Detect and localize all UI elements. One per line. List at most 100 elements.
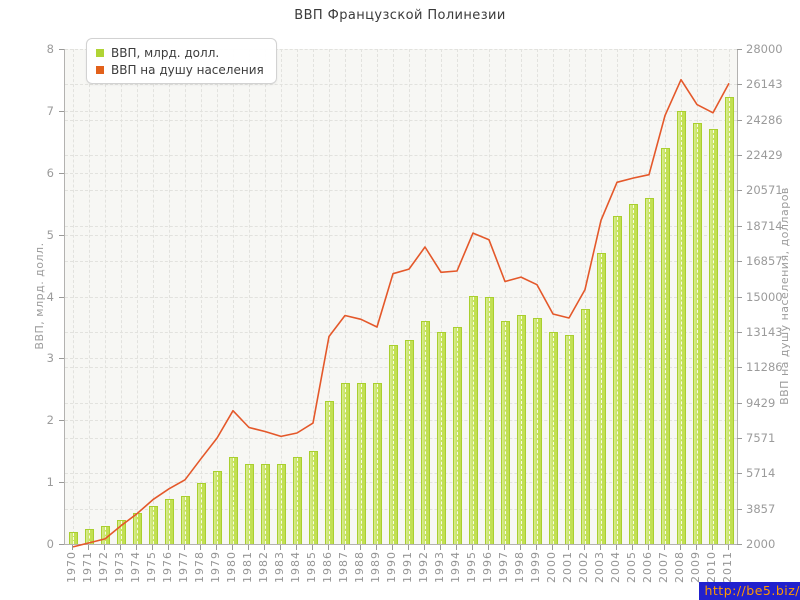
x-axis-tick-label: 1994 (449, 551, 462, 583)
bar-center-stripe (408, 340, 410, 544)
x-axis-tick-label: 2010 (705, 551, 718, 583)
v-gridline (185, 49, 186, 544)
bar (612, 216, 622, 544)
y-axis-right-tick-label: 9429 (746, 395, 776, 410)
bar (564, 334, 574, 544)
bar-center-stripe (536, 318, 538, 544)
x-axis-tick-label: 1971 (81, 551, 94, 583)
y-axis-right-tick-mark (737, 84, 742, 86)
v-gridline (409, 49, 410, 544)
watermark-link[interactable]: http://be5.biz/ (699, 582, 800, 600)
v-gridline (89, 49, 90, 544)
v-gridline (281, 49, 282, 544)
h-gridline (65, 482, 737, 484)
bar (116, 519, 126, 544)
bar-center-stripe (552, 333, 554, 544)
bar-center-stripe (184, 497, 186, 544)
v-gridline (313, 49, 314, 544)
x-axis-tick-mark (264, 545, 265, 550)
bar-center-stripe (168, 500, 170, 544)
bar (660, 148, 670, 544)
v-gridline (105, 49, 106, 544)
y-axis-left-tick-mark (59, 358, 64, 360)
x-axis-tick-label: 1996 (481, 551, 494, 583)
x-axis-tick-mark (376, 545, 377, 550)
y-axis-right-tick-mark (737, 402, 742, 404)
v-gridline (553, 49, 554, 544)
bar (148, 505, 158, 544)
y-axis-right-tick-mark (737, 437, 742, 439)
y-axis-left-tick-mark (59, 482, 64, 484)
x-axis-tick-mark (520, 545, 521, 550)
bar-center-stripe (88, 529, 90, 544)
bar-center-stripe (216, 471, 218, 544)
v-gridline (121, 49, 122, 544)
y-axis-left-tick-label: 3 (46, 351, 54, 366)
y-axis-right-tick-label: 11286 (746, 360, 783, 375)
bar-center-stripe (136, 514, 138, 544)
bar-center-stripe (728, 98, 730, 544)
bar-center-stripe (696, 123, 698, 544)
legend-label: ВВП, млрд. долл. (111, 45, 220, 60)
v-gridline (201, 49, 202, 544)
bar (180, 496, 190, 544)
bar-center-stripe (456, 327, 458, 544)
x-axis-tick-mark (616, 545, 617, 550)
v-gridline (537, 49, 538, 544)
h-gridline (65, 261, 737, 263)
x-axis-tick-label: 1995 (465, 551, 478, 583)
bar-center-stripe (680, 111, 682, 544)
x-axis-tick-label: 1978 (193, 551, 206, 583)
y-axis-right-tick-mark (737, 473, 742, 475)
x-axis-tick-mark (248, 545, 249, 550)
bar-center-stripe (648, 199, 650, 544)
bar (708, 128, 718, 544)
bar-center-stripe (504, 322, 506, 544)
x-axis-tick-mark (88, 545, 89, 550)
v-gridline (377, 49, 378, 544)
h-gridline (65, 508, 737, 510)
x-axis-tick-label: 1975 (145, 551, 158, 583)
y-axis-left-tick-mark (59, 544, 64, 545)
x-axis-tick-label: 2004 (609, 551, 622, 583)
y-axis-right-tick-label: 22429 (746, 148, 783, 163)
v-gridline (233, 49, 234, 544)
y-axis-left-tick-label: 0 (46, 537, 54, 551)
bar (484, 296, 494, 544)
bar (516, 315, 526, 544)
v-gridline (153, 49, 154, 544)
y-axis-right-tick-mark (737, 190, 742, 192)
y-axis-right-tick-label: 5714 (746, 466, 776, 481)
bar (500, 321, 510, 544)
bar-center-stripe (440, 333, 442, 544)
x-axis-tick-mark (568, 545, 569, 550)
v-gridline (329, 49, 330, 544)
y-axis-left-tick-mark (59, 420, 64, 422)
x-axis-tick-label: 1985 (305, 551, 318, 583)
h-gridline (65, 225, 737, 227)
x-axis-tick-label: 1997 (497, 551, 510, 583)
bar (548, 332, 558, 544)
x-axis-tick-mark (344, 545, 345, 550)
legend-label: ВВП на душу населения (111, 62, 264, 77)
x-axis-tick-mark (312, 545, 313, 550)
y-axis-right-tick-mark (737, 331, 742, 333)
bar-center-stripe (200, 484, 202, 544)
x-axis-tick-mark (328, 545, 329, 550)
x-axis-tick-mark (168, 545, 169, 550)
gdp-per-capita-line (72, 78, 730, 548)
v-gridline (249, 49, 250, 544)
h-gridline (65, 437, 737, 439)
bar-center-stripe (600, 254, 602, 544)
v-gridline (569, 49, 570, 544)
x-axis-tick-mark (408, 545, 409, 550)
bar-center-stripe (328, 402, 330, 544)
y-axis-left-tick-mark (59, 49, 64, 50)
x-axis-tick-label: 2001 (561, 551, 574, 583)
bar (324, 401, 334, 544)
x-axis-tick-label: 1979 (209, 551, 222, 583)
v-gridline (73, 49, 74, 544)
y-axis-left-tick-label: 1 (46, 475, 54, 490)
bar (356, 383, 366, 544)
x-axis-tick-mark (488, 545, 489, 550)
